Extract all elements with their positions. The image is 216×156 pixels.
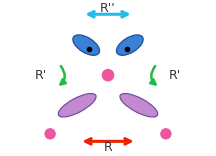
Text: R: R xyxy=(104,141,112,154)
Circle shape xyxy=(102,69,114,81)
Ellipse shape xyxy=(120,94,158,117)
Ellipse shape xyxy=(73,35,100,55)
Circle shape xyxy=(160,128,172,139)
Ellipse shape xyxy=(58,94,96,117)
Text: R': R' xyxy=(169,69,181,82)
Circle shape xyxy=(44,128,56,139)
Text: R': R' xyxy=(35,69,47,82)
Text: R'': R'' xyxy=(100,2,116,15)
Ellipse shape xyxy=(116,35,143,55)
